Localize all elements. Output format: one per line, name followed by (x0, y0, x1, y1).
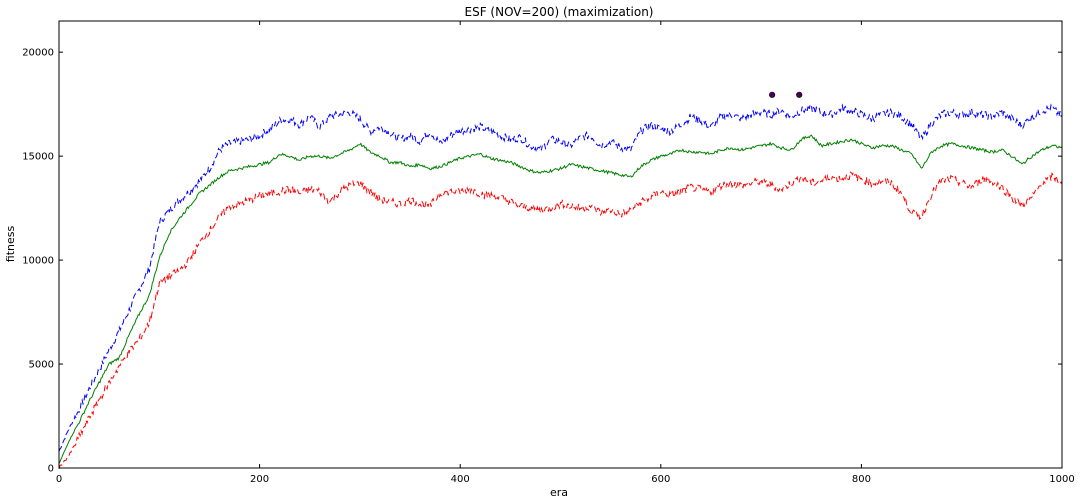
y-tick-label: 5000 (29, 360, 54, 371)
series-line-3 (58, 170, 1063, 470)
x-tick-label: 800 (852, 474, 871, 485)
x-axis-title: era (550, 486, 568, 499)
y-axis-title: fitness (4, 226, 17, 263)
best-marker-2 (796, 91, 803, 98)
chart-title: ESF (NOV=200) (maximization) (465, 5, 654, 19)
best-marker-1 (769, 91, 776, 98)
y-tick-label: 20000 (22, 48, 54, 59)
series-line-1 (58, 103, 1063, 452)
x-tick-label: 400 (451, 474, 470, 485)
series-layer (58, 103, 1063, 470)
series-line-2 (58, 134, 1063, 464)
y-tick-label: 10000 (22, 256, 54, 267)
plot-frame (58, 20, 1063, 469)
y-tick-label: 15000 (22, 152, 54, 163)
x-tick-label: 600 (651, 474, 670, 485)
x-tick-label: 200 (250, 474, 269, 485)
y-tick-label: 0 (48, 464, 54, 475)
x-tick-label: 1000 (1049, 474, 1074, 485)
marker-layer (769, 91, 803, 98)
x-tick-label: 0 (56, 474, 62, 485)
